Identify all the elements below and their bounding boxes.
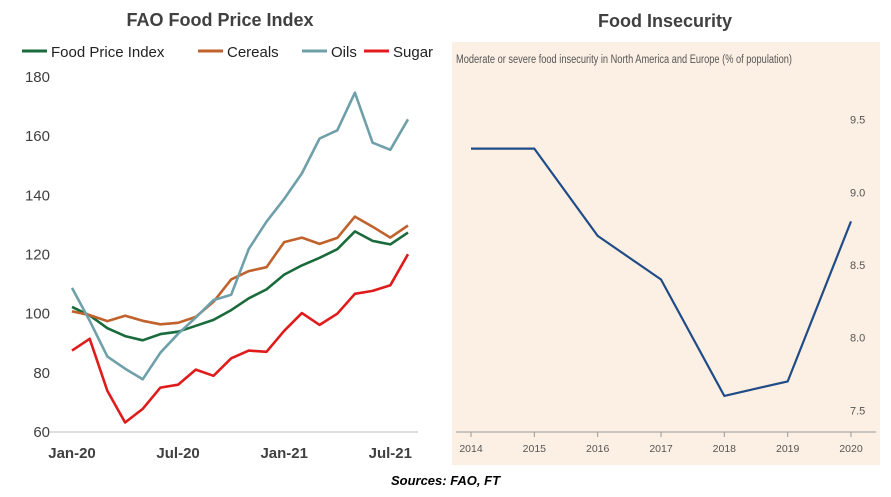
- y-tick-label: 160: [25, 128, 50, 145]
- y-tick-label: 120: [25, 247, 50, 264]
- series-line-sugar: [71, 253, 410, 424]
- legend-label-food-price-index: Food Price Index: [51, 44, 165, 61]
- x-tick-label: 2019: [776, 443, 800, 455]
- x-tick-label: Jan-20: [48, 445, 96, 462]
- x-tick-label: 2017: [649, 443, 673, 455]
- x-tick-label: Jan-21: [260, 445, 308, 462]
- chart-subtitle: Moderate or severe food insecurity in No…: [456, 54, 792, 66]
- x-tick-label: 2016: [586, 443, 610, 455]
- x-tick-label: 2014: [459, 443, 483, 455]
- series-line-oils: [70, 91, 410, 381]
- legend-label-cereals: Cereals: [227, 44, 279, 61]
- y-tick-label: 8.0: [850, 333, 865, 345]
- x-tick-label: 2018: [713, 443, 737, 455]
- y-tick-label: 100: [25, 306, 50, 323]
- legend-label-oils: Oils: [331, 44, 357, 61]
- y-tick-label: 140: [25, 187, 50, 204]
- chart-background: [452, 42, 880, 465]
- x-tick-label: Jul-21: [369, 445, 412, 462]
- right-chart-title: Food Insecurity: [598, 11, 732, 31]
- x-tick-label: Jul-20: [156, 445, 199, 462]
- y-tick-label: 9.5: [850, 115, 865, 127]
- source-note: Sources: FAO, FT: [390, 473, 501, 488]
- y-tick-label: 180: [25, 69, 50, 86]
- y-tick-label: 60: [33, 424, 50, 441]
- food-insecurity-chart: Food Insecurity Moderate or severe food i…: [452, 11, 880, 465]
- series-line-food-price-index: [71, 230, 409, 342]
- y-tick-label: 9.0: [850, 187, 865, 199]
- x-tick-label: 2015: [523, 443, 547, 455]
- legend-label-sugar: Sugar: [393, 44, 433, 61]
- series-line-food-insecurity: [471, 147, 853, 397]
- x-tick-label: 2020: [839, 443, 863, 455]
- fao-food-price-index-chart: FAO Food Price Index Food Price Index Cere…: [22, 10, 433, 462]
- y-tick-label: 8.5: [850, 260, 865, 272]
- y-tick-label: 80: [33, 365, 50, 382]
- y-tick-label: 7.5: [850, 405, 865, 417]
- left-chart-title: FAO Food Price Index: [126, 10, 313, 30]
